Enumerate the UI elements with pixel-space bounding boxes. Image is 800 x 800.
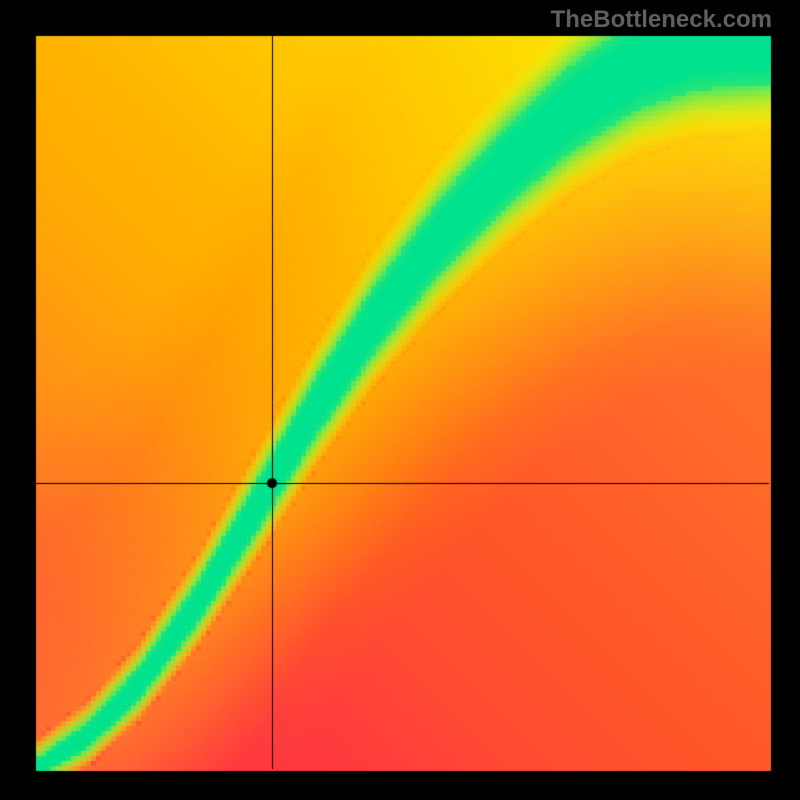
heatmap-canvas xyxy=(0,0,800,800)
chart-container: TheBottleneck.com xyxy=(0,0,800,800)
watermark-text: TheBottleneck.com xyxy=(551,6,772,34)
